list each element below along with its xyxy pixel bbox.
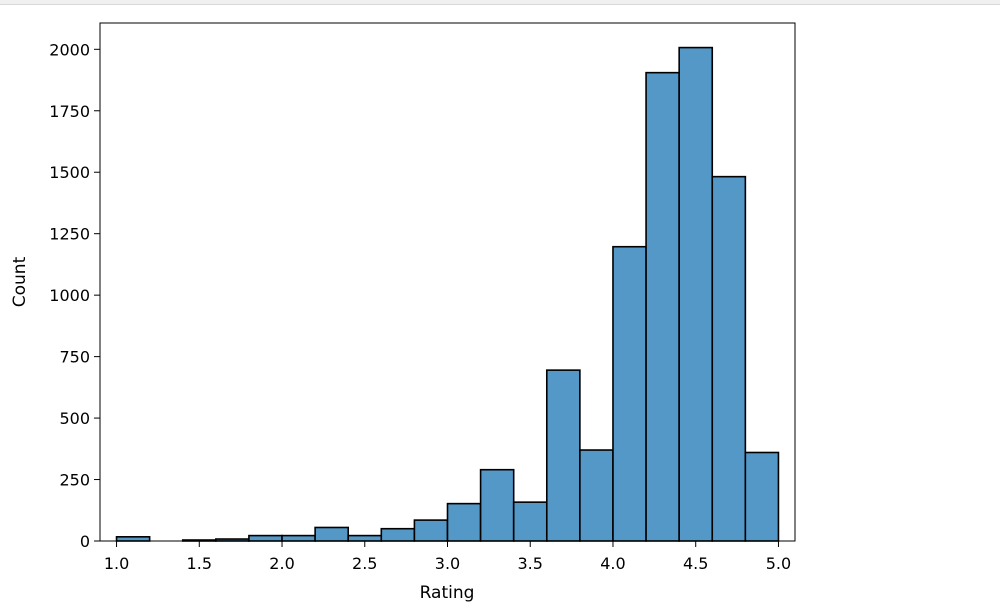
histogram-bars [115,46,780,542]
y-tick-label: 1000 [49,286,90,305]
histogram-bar [579,449,614,542]
histogram-bar [711,175,747,542]
histogram-bar [314,526,350,542]
x-axis-ticks: 1.0 1.5 2.0 2.5 3.0 3.5 4.0 4.5 5.0 [104,541,791,573]
y-tick-label: 750 [59,348,90,367]
y-axis-ticks: 0 250 500 750 1000 1250 1500 1750 2000 [49,40,100,551]
y-tick-label: 1500 [49,163,90,182]
histogram-bar [512,501,548,542]
x-tick-label: 3.0 [435,554,460,573]
histogram-bar [479,468,515,542]
histogram-bar [413,519,449,542]
y-axis-title: Count [10,256,30,307]
y-tick-label: 500 [59,409,90,428]
x-tick-label: 4.5 [683,554,708,573]
y-tick-label: 0 [80,532,90,551]
histogram-bar [347,534,383,542]
x-tick-label: 2.5 [352,554,377,573]
x-tick-label: 4.0 [600,554,625,573]
histogram-bar [744,451,780,542]
x-tick-label: 2.0 [269,554,294,573]
histogram-bar [380,527,416,542]
top-divider [0,0,1000,5]
x-tick-label: 5.0 [766,554,791,573]
x-tick-label: 3.5 [518,554,543,573]
histogram-bar [645,71,680,542]
histogram-bar [545,369,581,542]
y-tick-label: 250 [59,471,90,490]
histogram-bar [248,534,283,542]
x-axis-title: Rating [420,583,475,603]
x-tick-label: 1.0 [104,554,129,573]
histogram-bar [612,245,647,542]
y-tick-label: 2000 [49,40,90,59]
histogram-bar [281,534,316,542]
x-tick-label: 1.5 [187,554,212,573]
histogram-bar [446,502,482,542]
y-tick-label: 1750 [49,102,90,121]
histogram-bar [678,46,714,542]
histogram-bar [115,536,151,542]
y-tick-label: 1250 [49,225,90,244]
